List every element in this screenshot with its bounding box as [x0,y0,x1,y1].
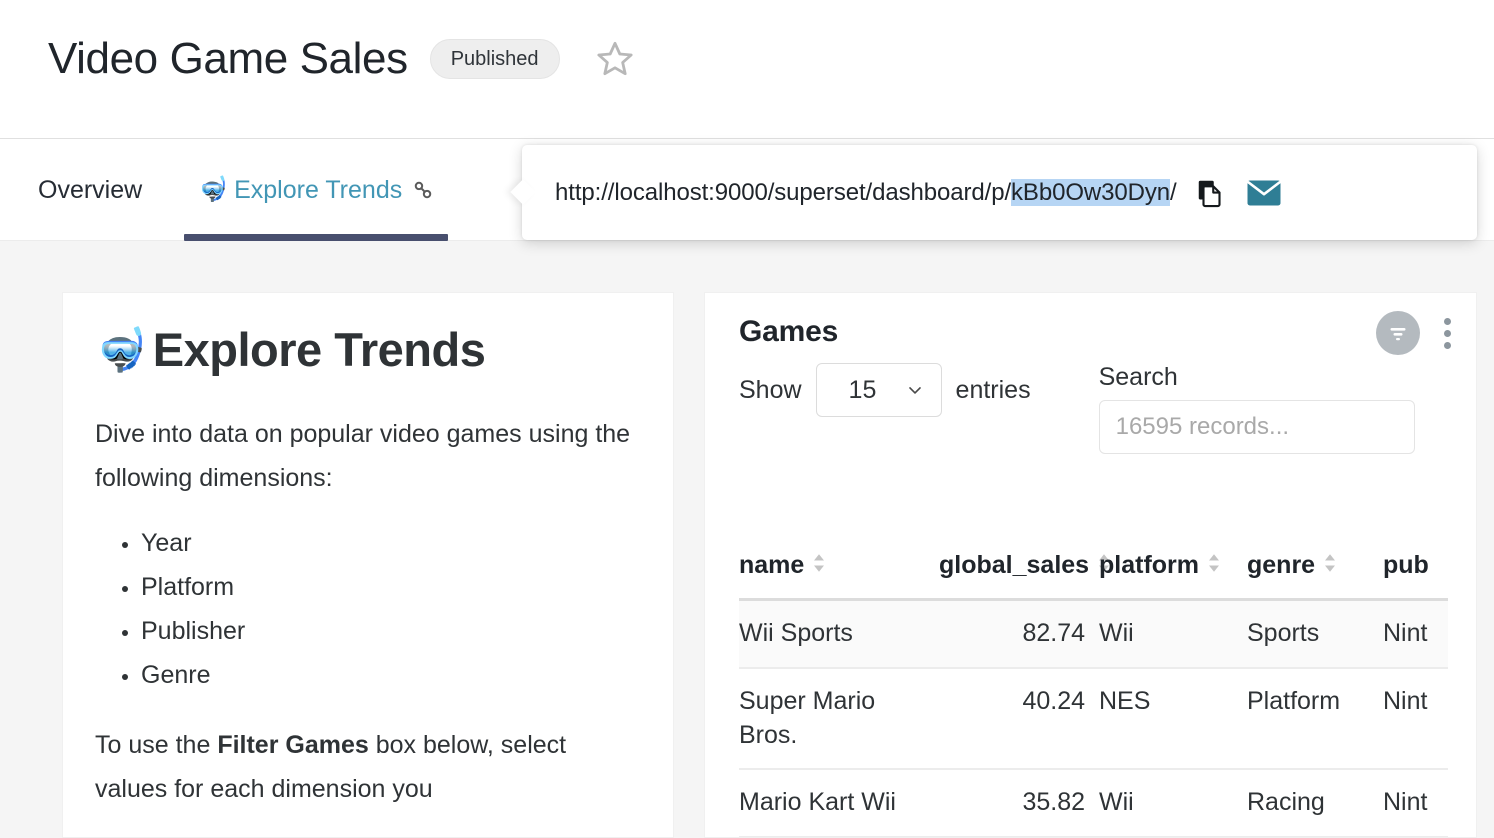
cell-platform: Wii [1099,599,1247,669]
chevron-down-icon [905,380,925,400]
games-table-head: name [739,551,1448,601]
cell-global-sales: 35.82 [939,769,1099,837]
list-item: Platform [141,565,639,609]
kebab-menu-icon[interactable] [1434,311,1460,355]
games-card-title: Games [739,315,839,348]
tab-overview[interactable]: Overview [0,139,172,241]
col-header-name[interactable]: name [739,551,939,601]
markdown-heading: 🤿 Explore Trends [95,323,639,376]
share-url-popover: http://localhost:9000/superset/dashboard… [510,145,1477,240]
header-title-group: Video Game Sales Published [48,34,636,83]
games-table-card: Games [704,292,1477,838]
sort-icon [812,551,826,580]
cell-platform: Wii [1099,769,1247,837]
page-title: Video Game Sales [48,34,408,83]
envelope-icon[interactable] [1246,179,1281,207]
cell-platform: NES [1099,667,1247,771]
cell-publisher: Nint [1383,667,1448,771]
col-header-publisher[interactable]: pub [1383,551,1448,601]
show-label: Show [739,375,802,404]
markdown-content: 🤿 Explore Trends Dive into data on popul… [63,293,673,812]
table-row[interactable]: Super Mario Bros. 40.24 NES Platform Nin… [739,667,1448,771]
table-row[interactable]: Wii Sports 82.74 Wii Sports Nint [739,599,1448,669]
link-chain-icon[interactable] [412,179,434,201]
col-header-name-label: name [739,551,805,579]
diving-mask-icon: 🤿 [198,176,229,203]
list-item: Genre [141,653,639,697]
cell-global-sales: 82.74 [939,599,1099,669]
status-badge: Published [429,39,560,80]
games-card-header: Games [705,293,1476,355]
cell-genre: Racing [1247,769,1383,837]
dimension-list: Year Platform Publisher Genre [95,521,639,697]
col-header-global-sales-label: global_sales [939,551,1090,579]
col-header-genre[interactable]: genre [1247,551,1383,601]
dashboard-header: Video Game Sales Published [0,0,1494,139]
tab-explore-trends-label: Explore Trends [234,175,403,204]
col-header-global-sales[interactable]: global_sales [939,551,1110,601]
dashboard-body: 🤿 Explore Trends Dive into data on popul… [0,241,1494,838]
outro-strong: Filter Games [217,730,369,759]
favorite-star-icon[interactable] [594,38,636,80]
copy-icon[interactable] [1195,178,1225,208]
filter-icon[interactable] [1376,311,1420,355]
tab-overview-label: Overview [38,175,143,204]
games-card-actions [1376,311,1460,355]
search-label: Search [1098,363,1178,391]
url-prefix: http://localhost:9000/superset/dashboard… [555,178,1012,206]
table-row[interactable]: Mario Kart Wii 35.82 Wii Racing Nint [739,769,1448,837]
table-header-row: name [739,551,1448,601]
star-outline-icon [596,42,633,76]
games-table-body: Wii Sports 82.74 Wii Sports Nint Super M… [739,599,1448,837]
col-header-platform-label: platform [1099,551,1199,579]
table-controls: Show 15 entries Search [705,363,1476,454]
cell-name: Mario Kart Wii [739,769,939,837]
cell-genre: Sports [1247,599,1383,669]
col-header-publisher-label: pub [1383,551,1429,579]
sort-icon [1323,551,1337,580]
share-url[interactable]: http://localhost:9000/superset/dashboard… [555,178,1177,207]
url-selected-id: kBb0Ow30Dyn [1011,178,1170,206]
cell-publisher: Nint [1383,769,1448,837]
list-item: Year [141,521,639,565]
sort-icon [1207,551,1221,580]
page-size-value: 15 [848,375,877,404]
page-size-group: Show 15 entries [739,363,1031,417]
cell-publisher: Nint [1383,599,1448,669]
cell-name: Super Mario Bros. [739,667,939,771]
cell-global-sales: 40.24 [939,667,1099,771]
outro-before: To use the [95,730,218,759]
search-input[interactable] [1098,400,1415,454]
col-header-genre-label: genre [1247,551,1316,579]
cell-genre: Platform [1247,667,1383,771]
entries-label: entries [955,375,1031,404]
tab-explore-trends[interactable]: 🤿 Explore Trends [172,139,460,241]
col-header-platform[interactable]: platform [1099,551,1247,601]
cell-name: Wii Sports [739,599,939,669]
markdown-card: 🤿 Explore Trends Dive into data on popul… [62,292,674,838]
markdown-outro: To use the Filter Games box below, selec… [95,723,639,812]
url-suffix: / [1170,178,1177,206]
markdown-intro: Dive into data on popular video games us… [95,419,631,493]
list-item: Publisher [141,609,639,653]
search-group: Search [1098,363,1415,454]
games-table-scroll[interactable]: name [739,551,1448,837]
games-table: name [739,551,1448,837]
markdown-heading-text: Explore Trends [152,323,486,376]
page-size-select[interactable]: 15 [815,363,942,417]
tab-list: Overview 🤿 Explore Trends [0,139,460,241]
outro-after: box below, select values for each dimens… [95,730,567,804]
diving-mask-icon: 🤿 [95,326,147,374]
popover-content: http://localhost:9000/superset/dashboard… [522,178,1477,208]
